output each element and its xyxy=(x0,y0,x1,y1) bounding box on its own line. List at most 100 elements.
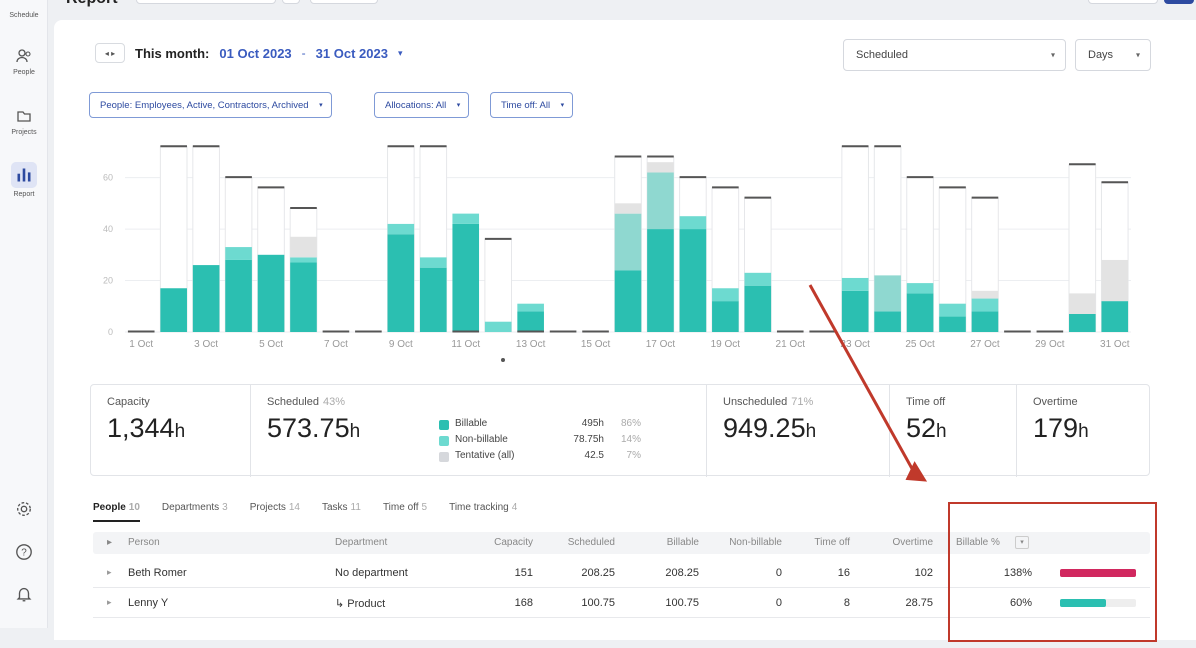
sidebar-item-people[interactable]: People xyxy=(4,46,44,76)
stat-capacity: Capacity 1,344h xyxy=(91,385,251,477)
bell-icon[interactable] xyxy=(12,582,36,606)
tab-projects[interactable]: Projects 14 xyxy=(249,502,300,513)
filter-label: Allocations: All xyxy=(385,99,447,111)
cell-department: No department xyxy=(335,567,408,579)
stat-scheduled: Scheduled 43% 573.75h Billable 495h 86% No… xyxy=(251,385,707,477)
y-tick-label: 40 xyxy=(103,224,113,234)
x-tick-label: 27 Oct xyxy=(970,339,1000,350)
bar-segment-non-billable xyxy=(419,257,447,268)
bar-segment-non-billable xyxy=(452,213,480,224)
view-select-value: Scheduled xyxy=(856,49,908,61)
bar-segment-tentative-all xyxy=(874,275,901,312)
chevron-down-icon[interactable]: ▾ xyxy=(1015,536,1029,549)
bar-segment-time-off xyxy=(971,290,999,299)
bar-segment-billable xyxy=(679,229,707,332)
stat-label: Overtime xyxy=(1033,396,1078,408)
bar-segment-non-billable xyxy=(971,298,999,312)
sidebar-item-projects[interactable]: Projects xyxy=(4,106,44,136)
col-time-off[interactable]: Time off xyxy=(814,537,850,548)
bar-segment-non-billable xyxy=(387,223,415,235)
view-select[interactable]: Scheduled ▾ xyxy=(843,39,1066,71)
bar-segment-time-off xyxy=(290,236,317,258)
col-billable-pct[interactable]: Billable % xyxy=(956,537,1000,548)
date-nav-arrows[interactable]: ◂ ▸ xyxy=(95,43,125,63)
bar-segment-non-billable xyxy=(679,216,707,230)
x-tick-label: 21 Oct xyxy=(776,339,806,350)
cell-time-off: 8 xyxy=(843,597,850,609)
y-tick-label: 20 xyxy=(103,276,113,286)
cell-capacity: 151 xyxy=(514,567,533,579)
unit-select[interactable]: Days ▾ xyxy=(1075,39,1151,71)
x-tick-label: 15 Oct xyxy=(581,339,611,350)
gear-icon[interactable] xyxy=(12,497,36,521)
col-department[interactable]: Department xyxy=(335,537,388,548)
x-tick-label: 11 Oct xyxy=(451,339,480,350)
col-overtime[interactable]: Overtime xyxy=(892,537,933,548)
chevron-down-icon: ▾ xyxy=(456,102,461,109)
x-tick-label: 19 Oct xyxy=(711,339,741,350)
tab-tasks[interactable]: Tasks 11 xyxy=(321,502,361,513)
expand-all-icon[interactable]: ▸ xyxy=(107,537,113,548)
col-scheduled[interactable]: Scheduled xyxy=(567,537,615,548)
table-row[interactable]: ▸ Lenny Y ↳ Product 168 100.75 100.75 0 … xyxy=(93,588,1150,618)
stat-value: 52h xyxy=(906,413,947,443)
svg-text:?: ? xyxy=(21,548,27,559)
col-non-billable[interactable]: Non-billable xyxy=(729,537,782,548)
annotation-overlay xyxy=(808,284,928,482)
x-tick-label: 17 Oct xyxy=(646,339,676,350)
tab-time-tracking[interactable]: Time tracking 4 xyxy=(449,502,518,513)
chevron-right-icon: ▸ xyxy=(111,48,116,58)
expand-row-icon[interactable]: ▸ xyxy=(107,597,112,607)
billable-pct-bar-fill xyxy=(1060,569,1136,577)
x-tick-label: 9 Oct xyxy=(389,339,413,350)
tab-people[interactable]: People 10 xyxy=(93,502,140,522)
date-range-start[interactable]: 01 Oct 2023 xyxy=(219,45,292,61)
filter-label: Time off: All xyxy=(501,99,551,111)
bar-chart-icon xyxy=(11,162,37,188)
x-tick-label: 3 Oct xyxy=(194,339,218,350)
help-icon[interactable]: ? xyxy=(12,540,36,564)
col-billable[interactable]: Billable xyxy=(666,537,699,548)
scheduled-hours-chart: 0 20 40 60 1 Oct 3 Oct 5 Oct 7 Oct 9 Oct 11 Oct 13… xyxy=(103,145,1131,362)
cell-overtime: 28.75 xyxy=(905,597,933,609)
stat-value: 179h xyxy=(1033,413,1089,443)
stat-value: 1,344h xyxy=(107,413,186,443)
table-row[interactable]: ▸ Beth Romer No department 151 208.25 20… xyxy=(93,558,1150,588)
stat-value: 949.25h xyxy=(723,413,817,443)
stat-overtime: Overtime 179h xyxy=(1017,385,1150,477)
legend-tentative: Tentative (all) 42.5 7% xyxy=(439,450,649,464)
bar-segment-billable xyxy=(452,223,480,332)
folder-icon xyxy=(17,111,31,122)
billable-pct-bar xyxy=(1060,569,1136,577)
y-tick-label: 60 xyxy=(103,173,113,183)
bar-segment-billable xyxy=(225,259,252,332)
stat-value: 573.75h xyxy=(267,413,361,443)
sidebar-item-label: People xyxy=(13,69,35,76)
annotation-highlight-box xyxy=(948,502,1157,642)
bar-segment-billable xyxy=(257,254,285,332)
chevron-down-icon[interactable]: ▾ xyxy=(397,47,403,58)
tab-departments[interactable]: Departments 3 xyxy=(161,502,228,513)
sidebar: Schedule People Projects Report ? xyxy=(0,0,48,628)
tab-time-off[interactable]: Time off 5 xyxy=(382,502,428,513)
bar-segment-billable xyxy=(647,229,674,332)
filter-people[interactable]: People: Employees, Active, Contractors, … xyxy=(89,92,332,118)
filter-allocations[interactable]: Allocations: All ▾ xyxy=(374,92,470,118)
x-tick-label: 7 Oct xyxy=(324,339,348,350)
billable-pct-bar-fill xyxy=(1060,599,1106,607)
cell-scheduled: 100.75 xyxy=(581,597,615,609)
filter-time-off[interactable]: Time off: All ▾ xyxy=(490,92,574,118)
x-tick-label: 5 Oct xyxy=(259,339,283,350)
legend-non-billable: Non-billable 78.75h 14% xyxy=(439,434,649,448)
col-person[interactable]: Person xyxy=(128,537,160,548)
report-tabs: People 10 Departments 3 Projects 14 Tasks 11… xyxy=(93,502,539,522)
stat-label: Time off xyxy=(906,396,946,408)
expand-row-icon[interactable]: ▸ xyxy=(107,567,112,577)
cell-non-billable: 0 xyxy=(775,597,782,609)
x-tick-label: 13 Oct xyxy=(516,339,546,350)
col-capacity[interactable]: Capacity xyxy=(494,537,533,548)
sidebar-item-report[interactable]: Report xyxy=(4,162,44,198)
date-range-end[interactable]: 31 Oct 2023 xyxy=(315,45,388,61)
y-tick-label: 0 xyxy=(108,327,113,337)
stat-label: Capacity xyxy=(107,396,150,408)
